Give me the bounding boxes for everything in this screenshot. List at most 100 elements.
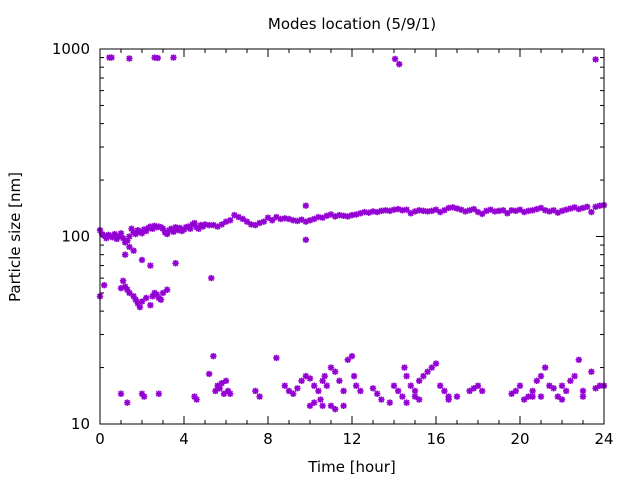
data-point <box>420 207 427 215</box>
x-tick-label: 0 <box>95 430 105 448</box>
data-point <box>369 208 377 215</box>
data-point <box>592 56 599 63</box>
x-tick-label: 24 <box>594 430 613 448</box>
data-point <box>357 210 364 217</box>
data-point <box>592 203 599 211</box>
data-point <box>411 208 419 215</box>
data-point <box>208 274 215 282</box>
data-point <box>525 207 532 215</box>
data-point <box>222 218 230 225</box>
data-point <box>294 385 301 392</box>
data-point <box>416 207 423 214</box>
y-tick-label: 100 <box>61 228 90 246</box>
data-point <box>302 236 309 244</box>
data-point <box>466 207 473 214</box>
data-point <box>369 385 377 392</box>
data-point <box>302 218 309 225</box>
y-tick-label: 10 <box>71 415 90 433</box>
data-point <box>119 277 127 285</box>
data-point <box>479 387 486 395</box>
data-point <box>378 396 385 403</box>
data-point <box>285 387 293 395</box>
data-point <box>592 385 599 392</box>
data-point <box>321 372 328 380</box>
data-point <box>117 230 125 237</box>
data-point <box>138 390 146 397</box>
data-point <box>128 225 135 232</box>
data-point <box>122 283 129 290</box>
data-point <box>529 387 536 395</box>
data-point <box>311 399 318 406</box>
data-point <box>119 234 127 242</box>
data-point <box>386 399 393 406</box>
data-point <box>147 262 154 269</box>
data-point <box>224 387 232 395</box>
data-point <box>403 206 410 213</box>
data-point <box>512 207 519 215</box>
data-point <box>579 387 587 395</box>
data-point <box>437 382 444 389</box>
data-point <box>294 217 301 225</box>
data-point <box>395 387 402 395</box>
data-point <box>391 55 399 63</box>
data-point <box>470 205 477 213</box>
y-axis-label: Particle size [nm] <box>6 172 24 302</box>
data-point <box>348 352 356 360</box>
x-tick-label: 8 <box>263 430 273 448</box>
data-point <box>132 230 139 238</box>
data-point <box>302 202 309 209</box>
data-point <box>172 224 179 231</box>
data-point <box>563 387 570 395</box>
data-point <box>396 60 403 68</box>
data-point <box>474 208 482 216</box>
data-point <box>344 213 351 220</box>
data-point <box>340 387 347 395</box>
data-point <box>191 219 198 227</box>
data-point <box>416 396 423 403</box>
data-point <box>445 396 452 403</box>
data-point <box>458 206 465 213</box>
data-point <box>428 207 435 215</box>
data-point <box>298 377 305 384</box>
data-point <box>214 223 221 230</box>
data-point <box>546 382 553 389</box>
data-point <box>154 54 161 62</box>
data-point <box>487 206 494 213</box>
data-point <box>390 382 398 389</box>
data-point <box>103 234 110 242</box>
data-point <box>382 207 389 214</box>
data-point <box>220 390 228 397</box>
data-point <box>546 208 553 215</box>
data-point <box>437 208 444 216</box>
data-point <box>218 380 225 387</box>
data-point <box>332 368 339 375</box>
data-point <box>336 377 343 384</box>
data-point <box>353 211 360 218</box>
data-point <box>558 382 566 389</box>
data-point <box>164 230 171 238</box>
data-point <box>516 382 524 389</box>
data-point <box>124 237 131 244</box>
data-point <box>403 372 410 380</box>
data-point <box>361 208 368 216</box>
data-point <box>264 214 272 221</box>
data-point <box>558 396 566 403</box>
data-point <box>445 204 452 212</box>
data-point <box>147 302 154 309</box>
data-point <box>124 399 131 406</box>
data-point <box>281 215 288 222</box>
x-tick-label: 20 <box>510 430 529 448</box>
data-point <box>111 230 118 238</box>
data-point <box>155 390 162 397</box>
data-point <box>315 387 322 395</box>
data-point <box>453 205 461 212</box>
data-point <box>317 396 324 403</box>
data-point <box>336 211 343 219</box>
data-point <box>170 54 177 61</box>
data-point <box>176 224 183 232</box>
x-tick-label: 4 <box>179 430 189 448</box>
data-point <box>504 210 511 217</box>
data-point <box>306 217 314 224</box>
data-point <box>302 372 309 380</box>
data-point <box>424 208 431 215</box>
